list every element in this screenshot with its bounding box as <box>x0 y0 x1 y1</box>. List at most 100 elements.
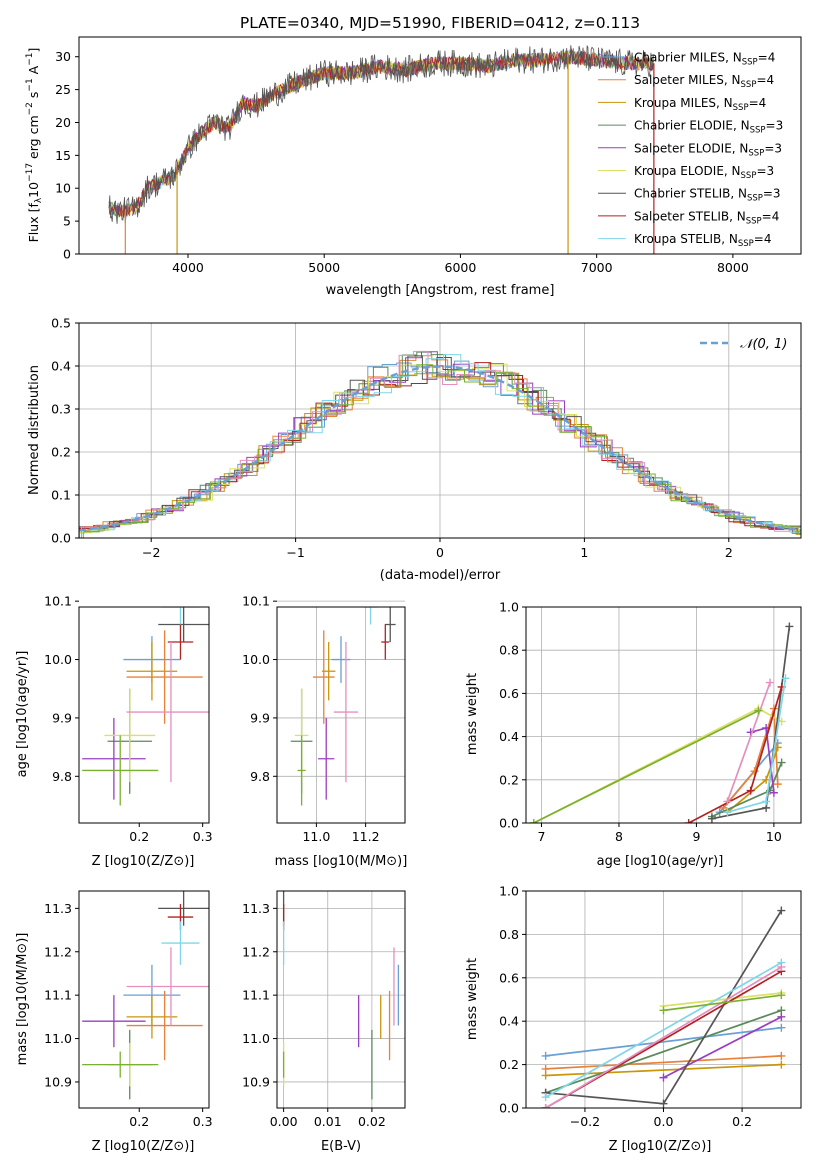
residual-legend: 𝒩(0, 1) <box>700 337 787 352</box>
tick-label: 10 <box>766 829 782 844</box>
tick-label: 0.6 <box>499 970 519 985</box>
tick-label: 8000 <box>717 260 749 275</box>
spectrum-series-line <box>108 45 654 224</box>
tick-label: 15 <box>55 148 71 163</box>
weight-marker <box>777 1060 786 1069</box>
tick-label: 0.3 <box>193 1114 213 1129</box>
gaussian-legend-label: 𝒩(0, 1) <box>740 337 787 352</box>
tick-label: 0.3 <box>193 829 213 844</box>
residual-ylabel: Normed distribution <box>27 365 42 495</box>
weight-marker <box>766 678 775 687</box>
tick-label: 10 <box>55 181 71 196</box>
axes-frame <box>276 890 406 1109</box>
legend-label: Salpeter STELIB, NSSP=4 <box>634 209 779 226</box>
weight-marker <box>723 808 732 817</box>
spectrum-title: PLATE=0340, MJD=51990, FIBERID=0412, z=0… <box>240 14 640 32</box>
tick-label: 10.1 <box>44 594 72 609</box>
tick-label: 0.8 <box>499 927 519 942</box>
panel-7: 0.00 0.01 0.02 10.9 11.0 11.1 11.2 11.3 <box>242 890 406 1129</box>
weight-marker <box>541 1104 550 1108</box>
tick-label: 0.2 <box>499 772 519 787</box>
tick-label: 11.1 <box>242 988 270 1003</box>
tick-label: 0.2 <box>732 1114 752 1129</box>
weight-line <box>545 1009 782 1094</box>
weight-marker <box>777 991 786 1000</box>
tick-label: 11.2 <box>44 944 72 959</box>
tick-label: 2 <box>725 545 733 560</box>
tick-label: 0.2 <box>129 829 149 844</box>
p6-ylabel: mass [log10(M/M⊙)] <box>15 933 30 1066</box>
weight-line <box>545 1063 782 1077</box>
tick-label: −2 <box>142 545 160 560</box>
p8-ylabel: mass weight <box>465 958 480 1040</box>
weight-line <box>722 708 779 809</box>
panel-6: 0.2 0.3 10.9 11.0 11.1 11.2 11.3 <box>44 890 213 1129</box>
p3-xlabel: Z [log10(Z/Z⊙)] <box>92 854 195 869</box>
weight-marker <box>707 814 716 823</box>
tick-label: 0.5 <box>51 316 71 331</box>
p8-xlabel: Z [log10(Z/Z⊙)] <box>609 1139 712 1154</box>
weight-marker <box>769 788 778 797</box>
histogram-series <box>79 363 801 534</box>
weight-marker <box>777 758 786 767</box>
weight-line <box>545 1026 782 1057</box>
weight-marker <box>777 906 786 915</box>
legend-label: Kroupa ELODIE, NSSP=3 <box>634 164 774 181</box>
weight-line <box>663 992 782 1007</box>
legend-label: Kroupa STELIB, NSSP=4 <box>634 232 772 249</box>
tick-label: 1 <box>580 545 588 560</box>
p7-xlabel: E(B-V) <box>321 1139 361 1154</box>
panel-5: 7 8 9 10 0.0 0.2 0.4 0.6 0.8 1.0 <box>499 600 802 844</box>
weight-marker <box>785 622 794 631</box>
weight-marker <box>529 819 538 823</box>
weight-line <box>663 994 782 1012</box>
tick-label: 0.2 <box>499 1057 519 1072</box>
p5-ylabel: mass weight <box>465 673 480 755</box>
weight-marker <box>777 1012 786 1021</box>
weight-marker <box>773 780 782 789</box>
tick-label: 10.0 <box>242 652 270 667</box>
tick-label: 0.00 <box>270 1114 298 1129</box>
legend-label: Chabrier ELODIE, NSSP=3 <box>634 119 783 136</box>
weight-marker <box>659 1006 668 1015</box>
residual-panel: −2 −1 0 1 2 0.0 0.1 0.2 0.3 0.4 0.5 (data-model)/e… <box>27 316 802 583</box>
tick-label: 0.0 <box>654 1114 674 1129</box>
weight-line <box>545 966 782 1108</box>
weight-line <box>726 682 771 802</box>
weight-marker <box>541 1071 550 1080</box>
tick-label: 1.0 <box>499 600 519 615</box>
tick-label: 11.2 <box>352 829 380 844</box>
weight-marker <box>723 797 732 806</box>
tick-label: 0.2 <box>129 1114 149 1129</box>
tick-label: 0.0 <box>499 1101 519 1116</box>
tick-label: 9.8 <box>250 769 270 784</box>
tick-label: 1.0 <box>499 884 519 899</box>
tick-label: 9.8 <box>52 769 72 784</box>
weight-marker <box>684 819 693 823</box>
spectrum-ylabel: Flux [fλ10−17 erg cm−2 s−1 A−1] <box>25 48 44 243</box>
p5-xlabel: age [log10(age/yr)] <box>597 854 724 869</box>
spectrum-xlabel: wavelength [Angstrom, rest frame] <box>326 283 555 298</box>
tick-label: −0.2 <box>570 1114 600 1129</box>
tick-label: 0 <box>436 545 444 560</box>
tick-label: 0.0 <box>499 816 519 831</box>
panel-8: −0.2 0.0 0.2 0.0 0.2 0.4 0.6 0.8 1.0 <box>499 884 802 1129</box>
weight-marker <box>746 786 755 795</box>
weight-line <box>545 1055 782 1070</box>
weight-line <box>545 961 782 1098</box>
residual-xlabel: (data-model)/error <box>380 568 501 583</box>
tick-label: 0.8 <box>499 643 519 658</box>
tick-label: 7 <box>538 829 546 844</box>
gaussian-reference-curve <box>79 365 801 532</box>
tick-label: 10.9 <box>44 1074 72 1089</box>
tick-label: 11.2 <box>242 944 270 959</box>
weight-marker <box>659 1073 668 1082</box>
tick-label: 11.0 <box>44 1031 72 1046</box>
tick-label: 25 <box>55 82 71 97</box>
spectrum-axes <box>78 36 802 255</box>
legend-label: Salpeter ELODIE, NSSP=3 <box>634 141 782 158</box>
tick-label: 0.02 <box>358 1114 386 1129</box>
weight-marker <box>777 1023 786 1032</box>
tick-label: 6000 <box>445 260 477 275</box>
